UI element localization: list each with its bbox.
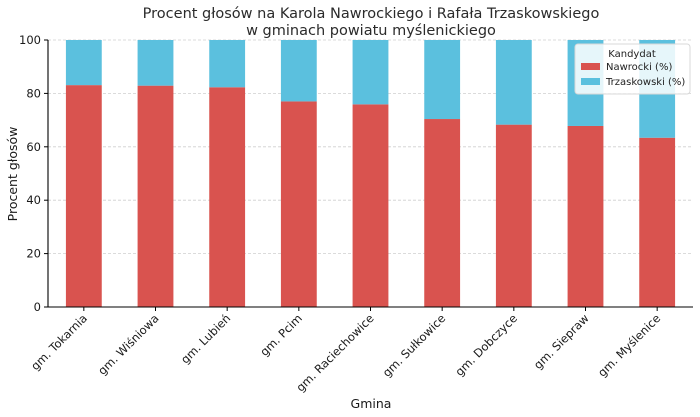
legend-swatch-trzaskowski — [581, 78, 600, 85]
x-tick-label: gm. Sułkowice — [380, 311, 449, 380]
y-ticks: 0 20 40 60 80 100 — [19, 33, 48, 314]
x-tick-label: gm. Myślenice — [595, 311, 663, 379]
bar-nawrocki — [424, 119, 461, 307]
bar-trzaskowski — [352, 40, 389, 105]
x-tick-label: gm. Lubień — [178, 311, 233, 366]
x-tick-label: gm. Dobczyce — [452, 311, 520, 379]
bar-trzaskowski — [424, 40, 461, 120]
bar-nawrocki — [65, 85, 102, 307]
x-tick-label: gm. Raciechowice — [293, 311, 376, 394]
bar-nawrocki — [137, 85, 174, 307]
bar-nawrocki — [209, 87, 246, 307]
bars — [65, 40, 676, 307]
bar-nawrocki — [495, 124, 532, 307]
y-axis-label: Procent głosów — [5, 127, 20, 222]
bar-trzaskowski — [495, 40, 532, 125]
bar-trzaskowski — [209, 40, 246, 88]
x-tick-label: gm. Siepraw — [531, 311, 592, 372]
legend-box — [574, 43, 691, 95]
x-tick-label: gm. Tokarnia — [28, 311, 90, 373]
legend: Kandydat Nawrocki (%) Trzaskowski (%) — [574, 43, 691, 95]
y-tick-label: 20 — [26, 247, 41, 261]
x-ticks: gm. Tokarnia gm. Wiśniowa gm. Lubień gm. Pc… — [28, 307, 663, 395]
y-tick-label: 80 — [26, 86, 41, 100]
bar-trzaskowski — [137, 40, 174, 86]
y-tick-label: 40 — [26, 193, 41, 207]
bar-nawrocki — [639, 137, 676, 307]
legend-label-trzaskowski: Trzaskowski (%) — [605, 77, 685, 88]
x-tick-label: gm. Wiśniowa — [95, 311, 162, 378]
y-tick-label: 100 — [19, 33, 41, 47]
legend-title: Kandydat — [608, 49, 656, 60]
y-tick-label: 0 — [34, 300, 41, 314]
legend-label-nawrocki: Nawrocki (%) — [606, 62, 672, 73]
legend-swatch-nawrocki — [581, 63, 600, 70]
bar-nawrocki — [352, 104, 389, 307]
y-tick-label: 60 — [26, 140, 41, 154]
chart-title-line-2: w gminach powiatu myślenickiego — [246, 23, 496, 39]
x-axis-label: Gmina — [351, 396, 392, 411]
x-tick-label: gm. Pcim — [257, 311, 305, 359]
bar-nawrocki — [280, 101, 317, 307]
bar-trzaskowski — [280, 40, 317, 102]
chart-title-line-1: Procent głosów na Karola Nawrockiego i R… — [143, 6, 600, 22]
bar-nawrocki — [567, 125, 604, 307]
bar-trzaskowski — [65, 40, 102, 86]
